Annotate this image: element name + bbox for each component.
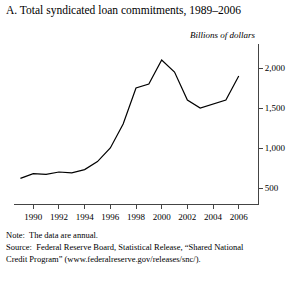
svg-text:Source: Federal Reserve Board: Source: Federal Reserve Board, Statistic… [6, 242, 244, 252]
svg-text:1,500: 1,500 [265, 103, 286, 113]
svg-text:1994: 1994 [76, 212, 95, 222]
svg-text:2002: 2002 [178, 212, 196, 222]
svg-text:1996: 1996 [101, 212, 120, 222]
svg-text:Credit Program” (www.federalre: Credit Program” (www.federalreserve.gov/… [6, 254, 201, 264]
svg-text:2004: 2004 [204, 212, 223, 222]
svg-text:Billions of dollars: Billions of dollars [190, 30, 256, 40]
svg-text:Note: The data are annual.: Note: The data are annual. [6, 230, 98, 240]
svg-text:2000: 2000 [153, 212, 172, 222]
svg-text:A. Total syndicated loan commi: A. Total syndicated loan commitments, 19… [6, 4, 241, 17]
svg-text:2,000: 2,000 [265, 63, 286, 73]
svg-text:1,000: 1,000 [265, 143, 286, 153]
svg-text:500: 500 [265, 183, 279, 193]
svg-text:1998: 1998 [127, 212, 146, 222]
svg-text:1992: 1992 [50, 212, 68, 222]
svg-text:2006: 2006 [230, 212, 249, 222]
svg-text:1990: 1990 [24, 212, 43, 222]
